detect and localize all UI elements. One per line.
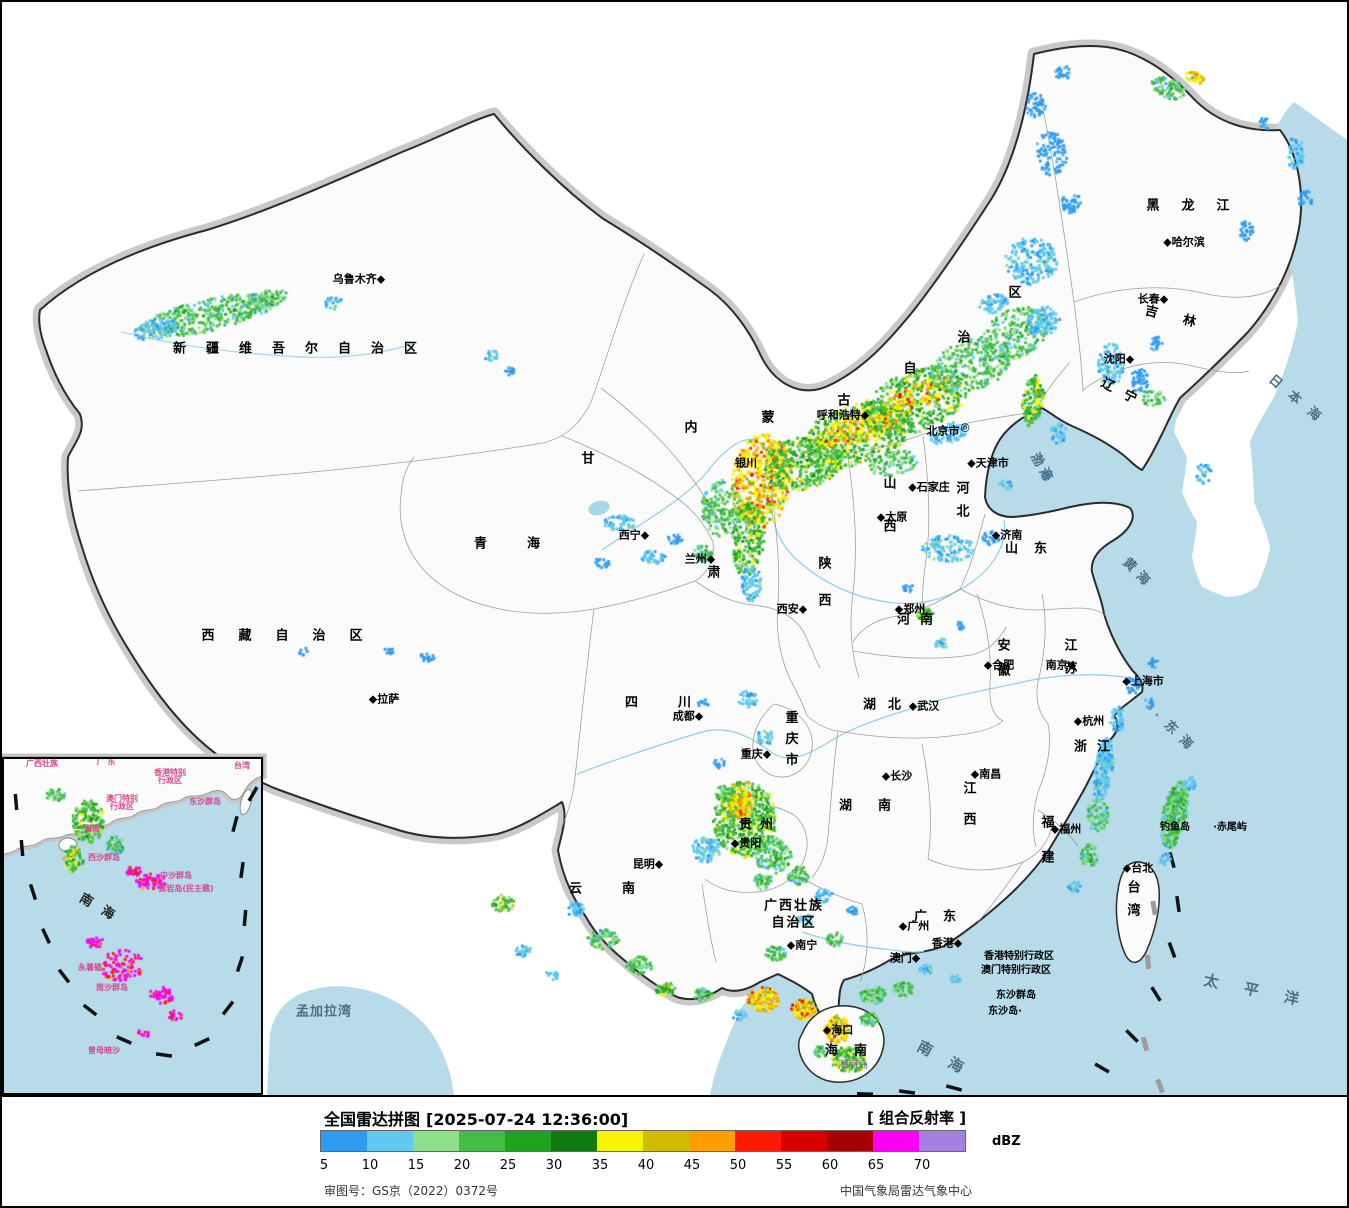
colorbar-tick-15: 15 xyxy=(407,1158,425,1173)
colorbar-tick-30: 30 xyxy=(545,1158,563,1173)
colorbar-tick-45: 45 xyxy=(683,1158,701,1173)
colorbar-cell-30 xyxy=(551,1131,597,1151)
colorbar-ticks: 5 10 15 20 25 30 35 40 45 50 55 60 65 70 xyxy=(2,1158,1347,1174)
colorbar-tick-70: 70 xyxy=(913,1158,931,1173)
approval-number: 审图号：GS京（2022）0372号 xyxy=(324,1184,498,1198)
colorbar-cell-5 xyxy=(321,1131,367,1151)
colorbar-cell-45 xyxy=(689,1131,735,1151)
colorbar-cell-15 xyxy=(413,1131,459,1151)
colorbar-tick-35: 35 xyxy=(591,1158,609,1173)
colorbar-tick-60: 60 xyxy=(821,1158,839,1173)
colorbar-cell-20 xyxy=(459,1131,505,1151)
data-source: 中国气象局雷达气象中心 xyxy=(840,1184,973,1198)
colorbar-tick-40: 40 xyxy=(637,1158,655,1173)
colorbar-cell-10 xyxy=(367,1131,413,1151)
colorbar-cell-25 xyxy=(505,1131,551,1151)
colorbar-tick-10: 10 xyxy=(361,1158,379,1173)
colorbar-cell-50 xyxy=(735,1131,781,1151)
colorbar-tick-5: 5 xyxy=(319,1158,329,1173)
colorbar-cell-70 xyxy=(919,1131,965,1151)
colorbar-tick-55: 55 xyxy=(775,1158,793,1173)
colorbar-cell-65 xyxy=(873,1131,919,1151)
product-type-label: [ 组合反射率 ] xyxy=(867,1109,967,1127)
colorbar-tick-20: 20 xyxy=(453,1158,471,1173)
radar-echo-layer xyxy=(2,2,1347,1095)
product-name: 全国雷达拼图 xyxy=(324,1110,421,1129)
colorbar-cell-35 xyxy=(597,1131,643,1151)
colorbar-cell-60 xyxy=(827,1131,873,1151)
colorbar xyxy=(320,1130,966,1152)
colorbar-tick-25: 25 xyxy=(499,1158,517,1173)
legend-panel: 全国雷达拼图 [2025-07-24 12:36:00] [ 组合反射率 ] dB… xyxy=(2,1095,1347,1206)
map-title: 全国雷达拼图 [2025-07-24 12:36:00] xyxy=(324,1106,634,1130)
colorbar-tick-65: 65 xyxy=(867,1158,885,1173)
timestamp: [2025-07-24 12:36:00] xyxy=(426,1110,629,1129)
colorbar-cell-40 xyxy=(643,1131,689,1151)
unit-label: dBZ xyxy=(992,1134,1021,1149)
colorbar-cell-55 xyxy=(781,1131,827,1151)
colorbar-tick-50: 50 xyxy=(729,1158,747,1173)
